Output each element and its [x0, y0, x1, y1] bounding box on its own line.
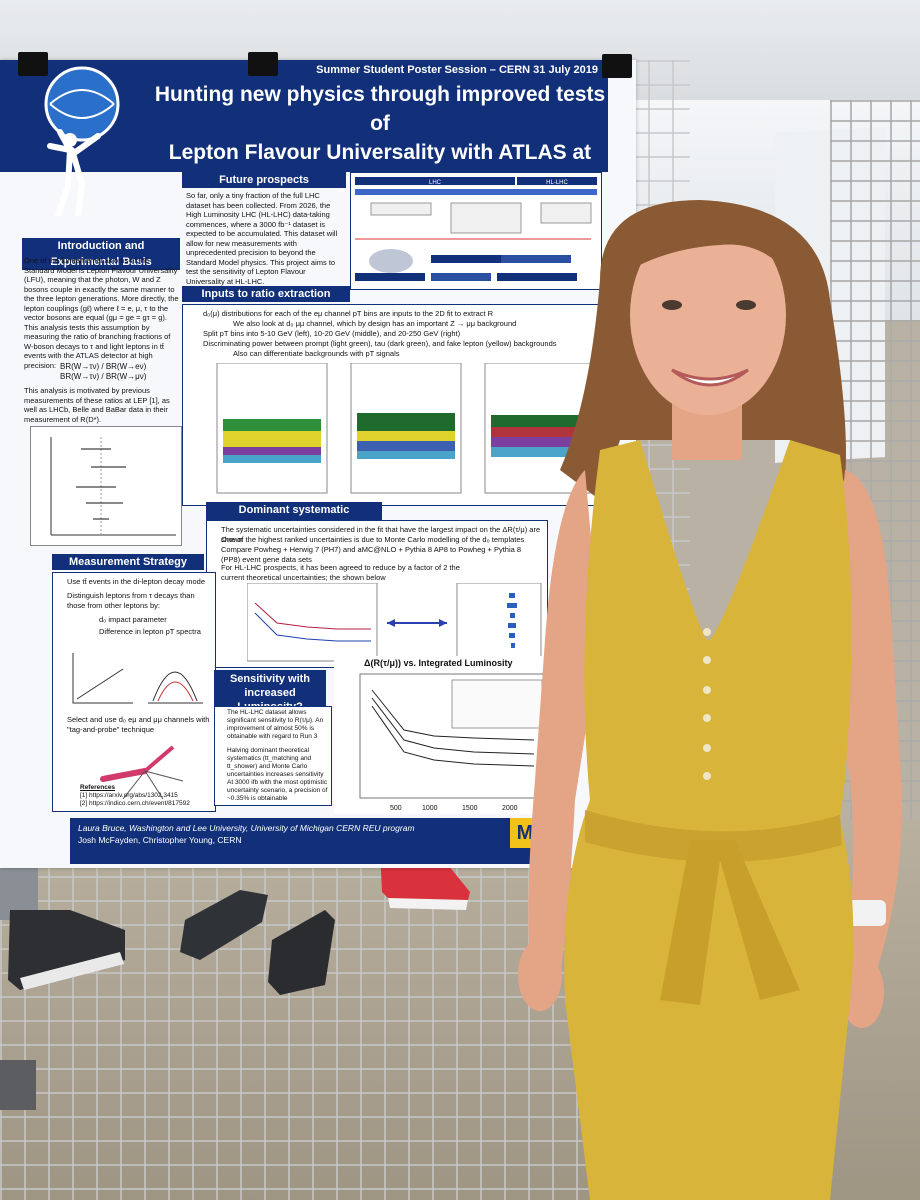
- systematics-plots: [247, 583, 542, 662]
- authors-line-2: Josh McFayden, Christopher Young, CERN: [78, 835, 242, 845]
- inputs-item-1: d₀(μ) distributions for each of the eμ c…: [203, 309, 494, 318]
- measure-item-3: d₀ impact parameter: [99, 615, 167, 624]
- sensitivity-item-2: Halving dominant theoretical systematics…: [227, 747, 324, 778]
- lhc-label: LHC: [429, 180, 442, 186]
- measurement-heading: Measurement Strategy: [52, 554, 204, 570]
- inputs-heading: Inputs to ratio extraction: [182, 286, 350, 302]
- measurement-panel: Use tt̄ events in the di-lepton decay mo…: [52, 572, 216, 812]
- lumi-plot-title: Δ(R(τ/μ)) vs. Integrated Luminosity: [364, 658, 513, 668]
- atlas-figure-logo: [44, 66, 120, 216]
- syst-item-4: For HL-LHC prospects, it has been agreed…: [221, 563, 460, 582]
- d0-distribution-plots: [216, 363, 596, 494]
- research-poster: Summer Student Poster Session – CERN 31 …: [0, 60, 636, 868]
- syst-item-3: Compare Powheg + Herwig 7 (PH7) and aMC@…: [221, 545, 522, 564]
- lep-ratio-plot: [30, 426, 182, 546]
- future-prospects-text: So far, only a tiny fraction of the full…: [186, 191, 338, 286]
- inputs-panel: d₀(μ) distributions for each of the eμ c…: [182, 304, 604, 506]
- future-prospects-heading: Future prospects: [182, 172, 346, 188]
- sensitivity-item-3: At 3000 ifb with the most optimistic unc…: [227, 779, 328, 802]
- lhc-timeline-graphic: LHC HL-LHC: [355, 177, 597, 281]
- inputs-item-2: We also look at d₀ μμ channel, which by …: [233, 319, 517, 328]
- authors-line-1: Laura Bruce, Washington and Lee Universi…: [78, 823, 415, 833]
- measure-item-5: Select and use d₀ eμ and μμ channels wit…: [67, 715, 210, 734]
- ratio-formula: BR(W→τν) / BR(W→eν) BR(W→τν) / BR(W→μν): [60, 362, 151, 381]
- lumi-plot-axes: 500 1000 1500 2000: [359, 673, 546, 812]
- inputs-item-3: Split pT bins into 5-10 GeV (left), 10-2…: [203, 329, 461, 338]
- binder-clip: [248, 52, 278, 76]
- syst-item-1: The systematic uncertainties considered …: [221, 525, 541, 544]
- reference-1: [1] https://arxiv.org/abs/1302.3415: [80, 792, 178, 799]
- lhc-timeline-panel: LHC HL-LHC: [350, 172, 602, 290]
- intro-heading: Introduction and Experimental Basis: [22, 238, 180, 270]
- lumi-x-tick-3: 1500: [462, 805, 478, 812]
- measure-item-4: Difference in lepton pT spectra: [99, 627, 201, 636]
- sensitivity-heading: Sensitivity with increased Luminosity?: [214, 670, 326, 713]
- lumi-x-tick-4: 2000: [502, 805, 518, 812]
- references-heading: References: [80, 784, 116, 791]
- reference-2: [2] https://indico.cern.ch/event/817592: [80, 800, 190, 807]
- luminosity-plot: Δ(R(τ/μ)) vs. Integrated Luminosity 500 …: [334, 656, 546, 814]
- sensitivity-item-1: The HL-LHC dataset allows significant se…: [227, 709, 324, 740]
- references: References [1] https://arxiv.org/abs/130…: [80, 784, 190, 808]
- title-line-2: Lepton Flavour Universality with ATLAS a…: [168, 141, 592, 164]
- title-line-1: Hunting new physics through improved tes…: [154, 83, 606, 135]
- syst-item-2: One of the highest ranked uncertainties …: [221, 535, 525, 544]
- binder-clip: [602, 54, 632, 78]
- inputs-item-4: Discriminating power between prompt (lig…: [203, 339, 557, 348]
- tag-and-probe-diagram: [100, 745, 184, 800]
- sensitivity-panel: The HL-LHC dataset allows significant se…: [214, 706, 332, 806]
- authors-footer: Laura Bruce, Washington and Lee Universi…: [70, 818, 570, 864]
- lumi-x-tick-2: 1000: [422, 805, 438, 812]
- systematics-panel: The systematic uncertainties considered …: [206, 520, 548, 668]
- intro-text: One of the fundamental axioms of the Sta…: [24, 256, 179, 370]
- measure-item-1: Use tt̄ events in the di-lepton decay mo…: [67, 577, 205, 586]
- lumi-x-tick-1: 500: [390, 805, 402, 812]
- binder-clip: [18, 52, 48, 76]
- intro-text-2: This analysis is motivated by previous m…: [24, 386, 170, 424]
- measure-item-2: Distinguish leptons from τ decays than t…: [67, 591, 195, 610]
- d0-sketch: [72, 653, 203, 704]
- hllhc-label: HL-LHC: [546, 180, 568, 186]
- inputs-item-5: Also can differentiate backgrounds with …: [233, 349, 400, 358]
- session-label: Summer Student Poster Session – CERN 31 …: [316, 64, 598, 76]
